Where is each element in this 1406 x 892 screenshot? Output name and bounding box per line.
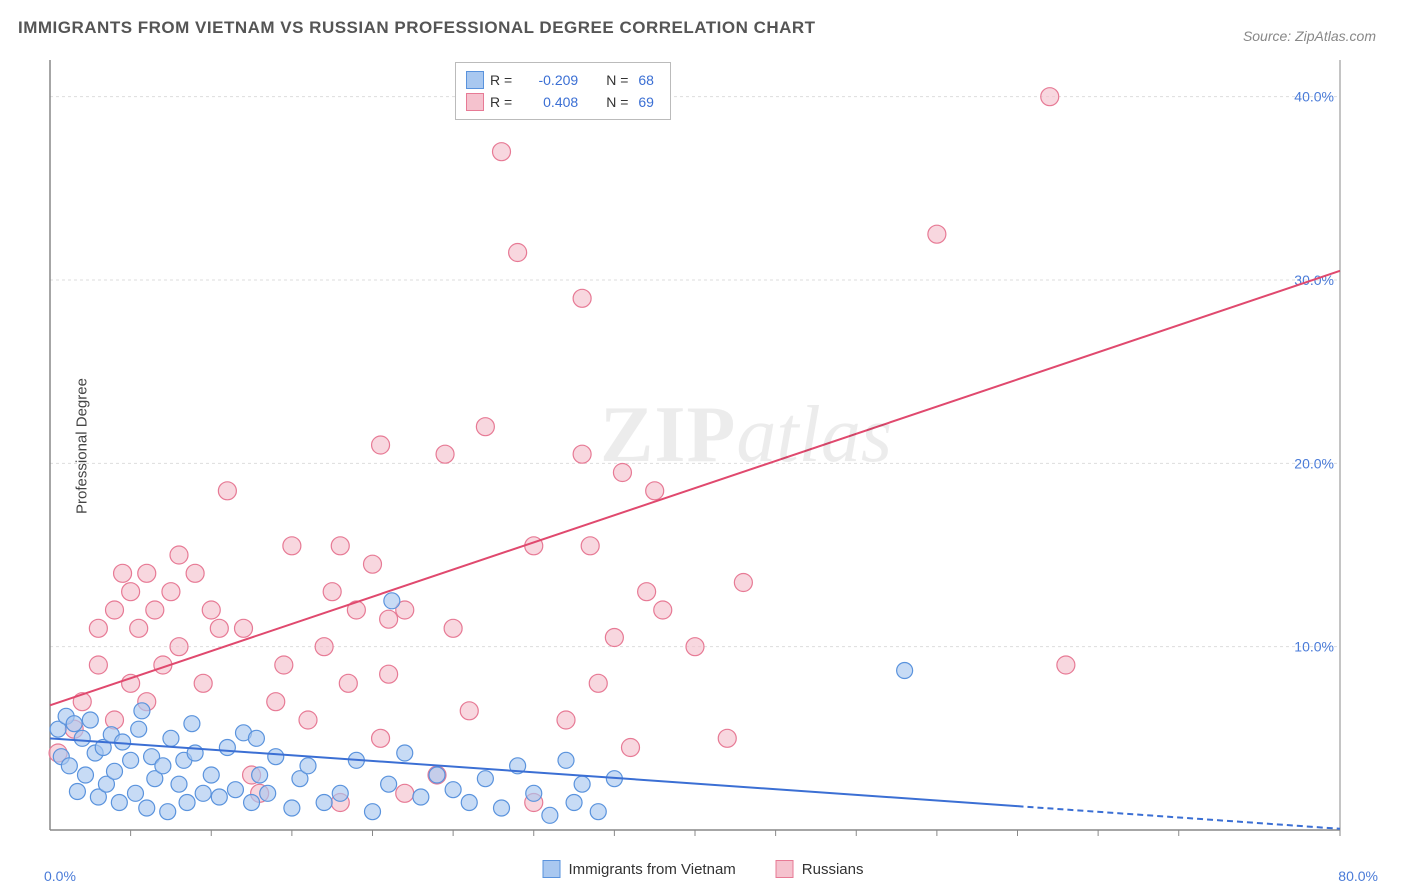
legend-swatch-russian: [466, 93, 484, 111]
r-value-russian: 0.408: [522, 91, 578, 113]
n-label: N =: [606, 69, 628, 91]
r-label: R =: [490, 69, 512, 91]
plot-area: 10.0%20.0%30.0%40.0% ZIPatlas: [50, 60, 1340, 830]
series-legend: Immigrants from Vietnam Russians: [543, 860, 864, 878]
x-max-label: 80.0%: [1338, 868, 1378, 884]
chart-title: IMMIGRANTS FROM VIETNAM VS RUSSIAN PROFE…: [18, 18, 816, 38]
svg-text:20.0%: 20.0%: [1294, 455, 1334, 471]
correlation-legend: R = -0.209 N = 68 R = 0.408 N = 69: [455, 62, 671, 120]
svg-text:10.0%: 10.0%: [1294, 639, 1334, 655]
n-label: N =: [606, 91, 628, 113]
legend-swatch-vietnam: [466, 71, 484, 89]
chart-container: IMMIGRANTS FROM VIETNAM VS RUSSIAN PROFE…: [0, 0, 1406, 892]
plot-svg: 10.0%20.0%30.0%40.0%: [50, 60, 1340, 830]
legend-swatch-vietnam-icon: [543, 860, 561, 878]
r-label: R =: [490, 91, 512, 113]
n-value-vietnam: 68: [638, 69, 654, 91]
source-attribution: Source: ZipAtlas.com: [1243, 28, 1376, 44]
legend-item-russian: Russians: [776, 860, 864, 878]
legend-item-vietnam: Immigrants from Vietnam: [543, 860, 736, 878]
legend-swatch-russian-icon: [776, 860, 794, 878]
legend-label-russian: Russians: [802, 861, 864, 878]
legend-row-russian: R = 0.408 N = 69: [466, 91, 654, 113]
legend-label-vietnam: Immigrants from Vietnam: [569, 861, 736, 878]
n-value-russian: 69: [638, 91, 654, 113]
r-value-vietnam: -0.209: [522, 69, 578, 91]
legend-row-vietnam: R = -0.209 N = 68: [466, 69, 654, 91]
svg-text:40.0%: 40.0%: [1294, 89, 1334, 105]
x-origin-label: 0.0%: [44, 868, 76, 884]
